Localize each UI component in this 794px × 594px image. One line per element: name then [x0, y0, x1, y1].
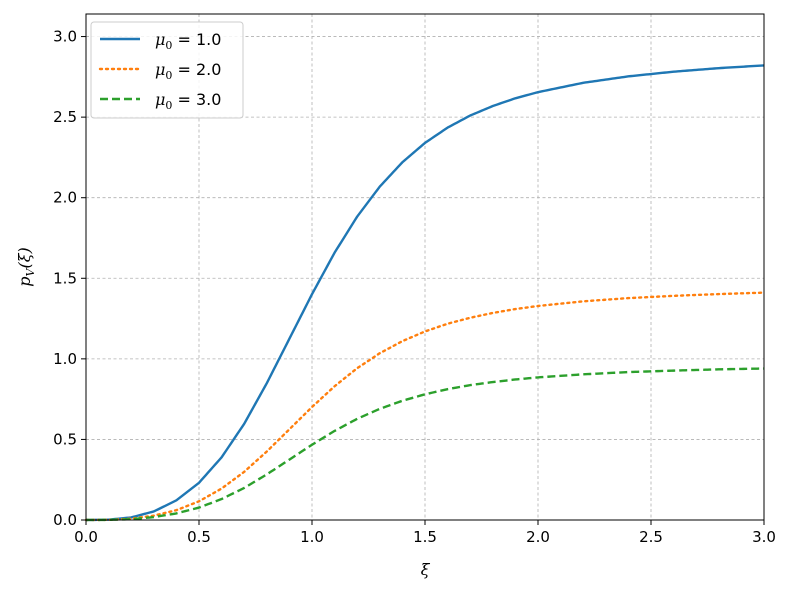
- x-tick-label: 1.0: [300, 528, 324, 546]
- y-tick-label: 2.5: [53, 108, 77, 126]
- y-tick-label: 2.0: [53, 189, 77, 207]
- legend-value: 3.0: [196, 90, 221, 109]
- legend-variable: μ: [155, 90, 165, 109]
- x-axis-label: ξ: [421, 560, 431, 579]
- y-axis: 0.0 0.5 1.0 1.5 2.0 2.5 3.0: [53, 28, 86, 529]
- legend-subscript: 0: [165, 39, 172, 52]
- x-tick-label: 0.0: [74, 528, 98, 546]
- y-axis-label: pV(ξ): [15, 247, 37, 287]
- legend-equals: =: [172, 30, 196, 49]
- x-tick-label: 0.5: [187, 528, 211, 546]
- series-line-mu0-2: [84, 291, 766, 522]
- x-tick-label: 2.5: [639, 528, 663, 546]
- series-line-mu0-3: [85, 367, 765, 522]
- legend-value: 1.0: [196, 30, 221, 49]
- x-tick-label: 1.5: [413, 528, 437, 546]
- y-tick-label: 3.0: [53, 28, 77, 46]
- legend-equals: =: [172, 60, 196, 79]
- legend-label: μ0 = 2.0: [155, 60, 221, 82]
- y-axis-label-main: p: [15, 277, 34, 287]
- y-tick-label: 1.0: [53, 350, 77, 368]
- legend-label: μ0 = 1.0: [155, 30, 221, 52]
- series-layer: [84, 64, 766, 522]
- y-tick-label: 1.5: [53, 269, 77, 287]
- legend-variable: μ: [155, 60, 165, 79]
- legend: μ0 = 1.0μ0 = 2.0μ0 = 3.0: [90, 21, 244, 119]
- legend-subscript: 0: [165, 69, 172, 82]
- y-tick-label: 0.0: [53, 511, 77, 529]
- y-tick-label: 0.5: [53, 430, 77, 448]
- legend-label: μ0 = 3.0: [155, 90, 221, 112]
- legend-variable: μ: [155, 30, 165, 49]
- legend-value: 2.0: [196, 60, 221, 79]
- x-tick-label: 2.0: [526, 528, 550, 546]
- y-axis-label-argument: (ξ): [15, 247, 34, 268]
- series-line-mu0-1: [85, 64, 765, 522]
- x-tick-label: 3.0: [752, 528, 776, 546]
- legend-box: [90, 21, 244, 119]
- legend-equals: =: [172, 90, 196, 109]
- y-axis-label-subscript: V: [24, 268, 37, 277]
- x-axis: 0.0 0.5 1.0 1.5 2.0 2.5 3.0: [74, 520, 776, 546]
- legend-subscript: 0: [165, 99, 172, 112]
